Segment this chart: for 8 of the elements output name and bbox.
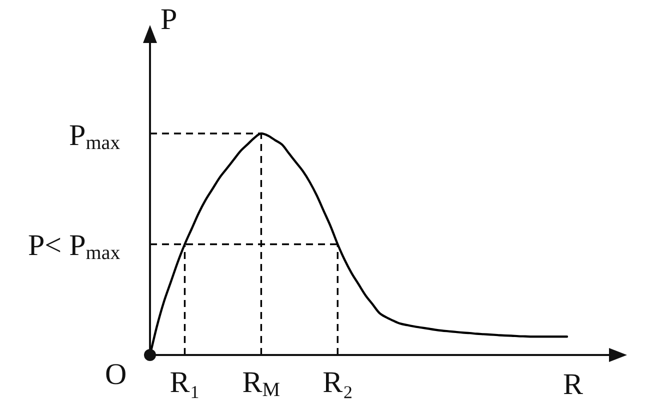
x-tick-label: R₁ [170,366,200,399]
ref-line-label: P< P$_{max}$ [28,229,120,264]
x-tick-label: R$_{M}$ [242,366,280,401]
ref-line-label: P$_{max}$ [69,118,120,154]
x-axis-title: R [563,368,584,401]
y-axis-title: P [160,3,178,36]
text: O [105,358,127,391]
x-tick-label: R₂ [322,366,354,399]
